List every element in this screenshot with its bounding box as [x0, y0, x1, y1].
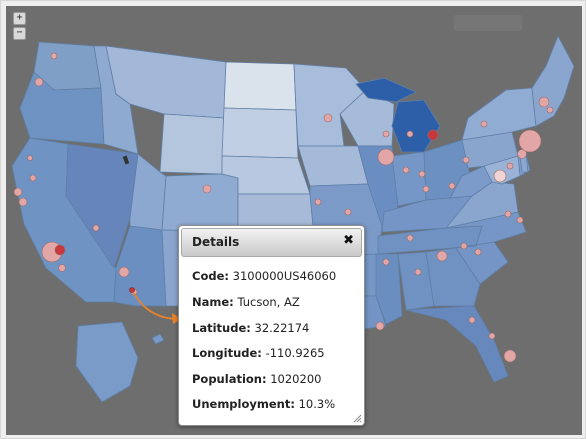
detail-value: 32.22174 [254, 321, 310, 335]
detail-value: -110.9265 [265, 346, 325, 360]
state-hawaii [151, 333, 165, 345]
metro-bubble [377, 148, 395, 166]
metro-bubble [460, 242, 468, 250]
metro-bubble [323, 113, 333, 123]
metro-bubble [34, 77, 44, 87]
minus-icon: − [16, 27, 23, 38]
detail-row-population: Population: 1020200 [192, 372, 321, 386]
metro-bubble [382, 258, 390, 266]
state-michigan [391, 99, 441, 153]
resize-grip-icon[interactable] [353, 414, 362, 423]
detail-key: Unemployment: [192, 397, 295, 411]
detail-key: Longitude: [192, 346, 262, 360]
details-header[interactable]: Details ✖ [181, 228, 362, 257]
metro-bubble [50, 52, 58, 60]
state-colorado [161, 173, 239, 233]
metro-bubble [344, 208, 352, 216]
state-north-dakota [223, 61, 297, 111]
state-michigan-upper [355, 77, 417, 103]
state-nevada [65, 143, 139, 269]
details-title: Details [192, 235, 240, 249]
metro-bubble [314, 198, 322, 206]
state-minnesota [293, 63, 367, 147]
metro-bubble [462, 156, 470, 164]
state-florida [405, 305, 509, 383]
metro-bubble [506, 162, 514, 170]
state-south-dakota [221, 107, 299, 159]
details-popup[interactable]: Details ✖ Code: 3100000US46060 Name: Tuc… [178, 225, 365, 426]
state-wyoming [159, 113, 225, 175]
metro-bubble [427, 129, 439, 141]
metro-bubble [58, 264, 66, 272]
detail-value: 1020200 [270, 372, 322, 386]
zoom-out-button[interactable]: − [13, 27, 26, 40]
metro-bubble [13, 187, 23, 197]
metro-bubble [493, 169, 507, 183]
detail-row-unemployment: Unemployment: 10.3% [192, 397, 335, 411]
metro-bubble [414, 268, 422, 276]
detail-key: Population: [192, 372, 267, 386]
metro-bubble [422, 185, 430, 193]
metro-bubble [375, 321, 385, 331]
metro-bubble [518, 129, 542, 153]
detail-value: 10.3% [298, 397, 336, 411]
metro-bubble [54, 244, 66, 256]
state-indiana [391, 151, 427, 207]
state-north-carolina [445, 211, 527, 249]
detail-row-longitude: Longitude: -110.9265 [192, 346, 325, 360]
detail-key: Latitude: [192, 321, 251, 335]
metro-bubble [503, 349, 517, 363]
state-alaska [75, 321, 139, 403]
metro-bubble [448, 182, 456, 190]
metro-bubble [517, 149, 527, 159]
metro-bubble [382, 130, 390, 138]
metro-bubble [516, 216, 524, 224]
plus-icon: + [16, 12, 23, 23]
detail-value: 3100000US46060 [232, 269, 337, 283]
map-overlay-box [454, 15, 522, 31]
metro-bubble [18, 197, 28, 207]
metro-bubble [118, 266, 130, 278]
state-mississippi [375, 253, 403, 325]
metro-bubble [488, 332, 496, 340]
metro-bubble [202, 184, 212, 194]
state-iowa [297, 145, 369, 187]
metro-bubble [504, 210, 512, 218]
detail-key: Code: [192, 269, 229, 283]
selected-metro-bubble [129, 287, 135, 293]
detail-key: Name: [192, 295, 234, 309]
arrow-head [172, 313, 182, 324]
metro-bubble [92, 224, 100, 232]
detail-value: Tucson, AZ [237, 295, 300, 309]
metro-bubble [468, 316, 476, 324]
state-west-virginia [449, 165, 493, 199]
zoom-in-button[interactable]: + [13, 12, 26, 25]
state-georgia [425, 247, 481, 307]
detail-row-latitude: Latitude: 32.22174 [192, 321, 309, 335]
metro-bubble [406, 234, 414, 242]
metro-bubble [402, 166, 410, 174]
metro-bubble [27, 155, 33, 161]
metro-bubble [474, 248, 482, 256]
map-marker [122, 155, 130, 165]
metro-bubble [436, 250, 448, 262]
metro-bubble [480, 120, 488, 128]
state-new-england [531, 35, 575, 127]
close-icon[interactable]: ✖ [343, 233, 354, 248]
metro-bubble [29, 174, 37, 182]
detail-row-code: Code: 3100000US46060 [192, 269, 336, 283]
metro-bubble [546, 106, 554, 114]
detail-row-name: Name: Tucson, AZ [192, 295, 300, 309]
metro-bubble [406, 130, 414, 138]
arrow-pointer-icon [133, 292, 177, 320]
metro-bubble [418, 170, 426, 178]
metro-bubble [538, 96, 550, 108]
